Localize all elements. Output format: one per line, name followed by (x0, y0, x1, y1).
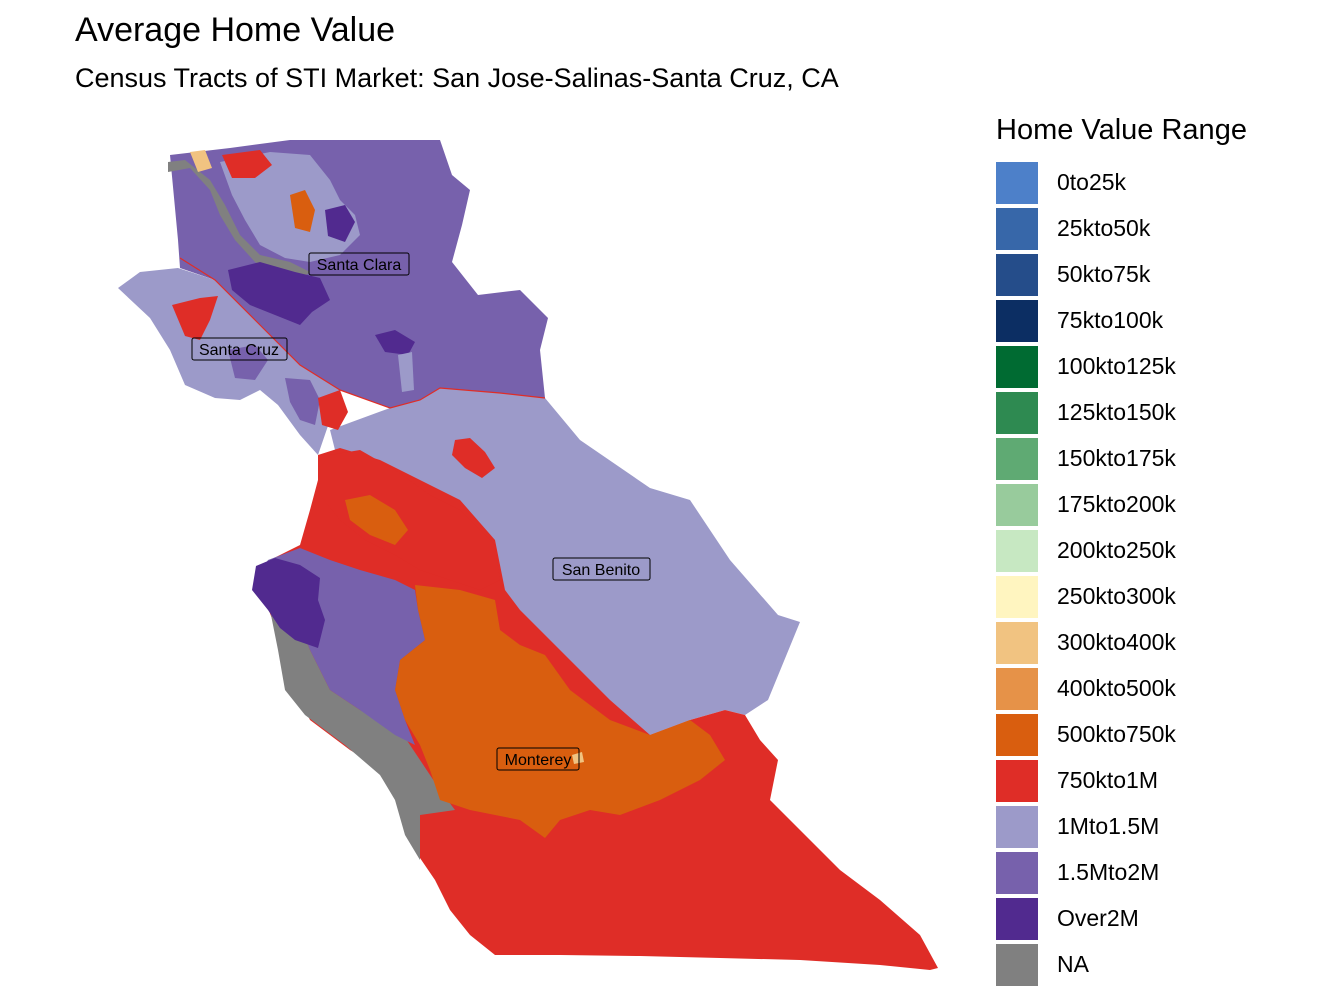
label-santa-cruz: Santa Cruz (191, 337, 288, 361)
legend-item: 75kto100k (996, 298, 1336, 344)
legend-swatch (996, 621, 1038, 664)
legend-swatch (996, 943, 1038, 986)
legend-label: 400kto500k (1057, 675, 1176, 702)
label-monterey-text: Monterey (505, 752, 572, 769)
label-san-benito-text: San Benito (562, 562, 640, 579)
legend-swatch (996, 667, 1038, 710)
tract-hollister-red (452, 438, 495, 478)
legend-item: 125kto150k (996, 390, 1336, 436)
legend-title: Home Value Range (996, 114, 1247, 146)
legend: Home Value Range 0to25k 25kto50k 50kto75k 7… (996, 113, 1336, 988)
label-santa-clara: Santa Clara (308, 252, 410, 276)
legend-item: 25kto50k (996, 206, 1336, 252)
region-monterey-interior (395, 585, 725, 838)
label-monterey: Monterey (496, 747, 580, 771)
legend-label: 100kto125k (1057, 353, 1176, 380)
legend-label: 1.5Mto2M (1057, 859, 1160, 886)
chart-subtitle: Census Tracts of STI Market: San Jose-Sa… (75, 63, 839, 93)
county-border-scl-sb (339, 387, 546, 409)
legend-label: 50kto75k (1057, 261, 1151, 288)
legend-item: Over2M (996, 896, 1336, 942)
region-santa-cruz (118, 268, 340, 455)
legend-swatch (996, 897, 1038, 940)
tract-santa-clara-na (168, 160, 310, 280)
tract-gilroy-over2m (375, 330, 415, 355)
legend-label: 0to25k (1057, 169, 1127, 196)
legend-label: 250kto300k (1057, 583, 1176, 610)
legend-item: 200kto250k (996, 528, 1336, 574)
legend-item: 1.5Mto2M (996, 850, 1336, 896)
legend-swatch (996, 483, 1038, 526)
legend-swatch (996, 207, 1038, 250)
tract-santa-cruz-red (172, 296, 218, 340)
legend-item: 400kto500k (996, 666, 1336, 712)
tract-san-jose-red (222, 150, 272, 178)
legend-swatch (996, 299, 1038, 342)
legend-label: 25kto50k (1057, 215, 1151, 242)
tract-gilroy-light (398, 352, 414, 392)
legend-item: 50kto75k (996, 252, 1336, 298)
legend-items: 0to25k 25kto50k 50kto75k 75kto100k 100kto125… (996, 160, 1336, 988)
label-santa-cruz-text: Santa Cruz (199, 342, 279, 359)
legend-item: 250kto300k (996, 574, 1336, 620)
tract-monterey-peach (572, 752, 584, 764)
tract-santa-cruz-purple (228, 345, 268, 380)
legend-swatch (996, 575, 1038, 618)
region-monterey-na (268, 600, 455, 860)
legend-item: NA (996, 942, 1336, 988)
legend-label: Over2M (1057, 905, 1139, 932)
tract-santa-clara-300k (190, 150, 212, 172)
label-santa-clara-text: Santa Clara (317, 257, 402, 274)
legend-item: 750kto1M (996, 758, 1336, 804)
legend-label: 300kto400k (1057, 629, 1176, 656)
legend-label: 125kto150k (1057, 399, 1176, 426)
legend-item: 1Mto1.5M (996, 804, 1336, 850)
tract-salinas-red (318, 450, 500, 590)
legend-label: 75kto100k (1057, 307, 1164, 334)
region-monterey (258, 448, 938, 970)
tract-watsonville-purple (285, 378, 320, 425)
legend-item: 100kto125k (996, 344, 1336, 390)
label-san-benito: San Benito (552, 557, 651, 581)
legend-item: 0to25k (996, 160, 1336, 206)
legend-swatch (996, 713, 1038, 756)
legend-item: 300kto400k (996, 620, 1336, 666)
legend-item: 500kto750k (996, 712, 1336, 758)
legend-swatch (996, 437, 1038, 480)
tract-santa-clara-over2m (228, 262, 330, 325)
tract-watsonville-red (318, 390, 348, 430)
county-border-sc-scl (179, 257, 341, 391)
legend-label: 500kto750k (1057, 721, 1176, 748)
tract-san-jose-over2m (325, 205, 355, 242)
tract-carmel-over2m (252, 558, 325, 648)
tract-salinas-orange (345, 495, 408, 545)
map: Santa Clara Santa Cruz San Benito Monter… (118, 140, 938, 970)
legend-swatch (996, 529, 1038, 572)
legend-swatch (996, 391, 1038, 434)
legend-swatch (996, 759, 1038, 802)
tract-san-jose-urban (220, 152, 360, 262)
legend-swatch (996, 161, 1038, 204)
legend-label: 150kto175k (1057, 445, 1176, 472)
legend-swatch (996, 345, 1038, 388)
legend-item: 175kto200k (996, 482, 1336, 528)
tract-san-jose-orange (290, 190, 315, 232)
legend-label: 200kto250k (1057, 537, 1176, 564)
region-san-benito (330, 388, 800, 735)
legend-label: 175kto200k (1057, 491, 1176, 518)
legend-label: 1Mto1.5M (1057, 813, 1160, 840)
legend-swatch (996, 253, 1038, 296)
legend-label: 750kto1M (1057, 767, 1159, 794)
legend-swatch (996, 805, 1038, 848)
legend-item: 150kto175k (996, 436, 1336, 482)
legend-swatch (996, 851, 1038, 894)
chart-title: Average Home Value (75, 11, 396, 49)
legend-label: NA (1057, 951, 1089, 978)
